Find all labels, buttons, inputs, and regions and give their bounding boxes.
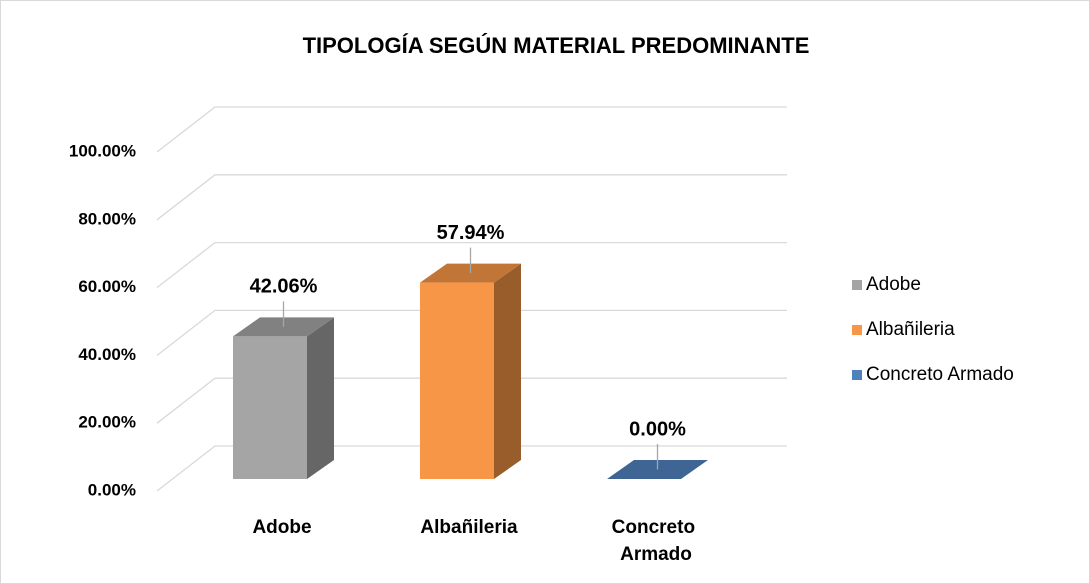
- grid-line: [156, 309, 787, 356]
- bar-front: [420, 282, 494, 479]
- x-tick-label: Albañileria: [420, 517, 518, 538]
- bar-side: [307, 317, 334, 479]
- y-tick-label: 80.00%: [78, 209, 136, 228]
- y-tick-label: 20.00%: [78, 413, 136, 432]
- legend-swatch: [852, 370, 862, 380]
- y-tick-label: 0.00%: [88, 480, 136, 499]
- x-tick-label: Concreto Armado: [612, 517, 701, 565]
- y-tick-label: 40.00%: [78, 345, 136, 364]
- grid-line: [156, 445, 787, 492]
- bar-front: [233, 336, 307, 479]
- value-label: 0.00%: [629, 418, 686, 440]
- legend-swatch: [852, 325, 862, 335]
- grid-line: [156, 241, 787, 289]
- y-tick-label: 100.00%: [69, 141, 136, 160]
- chart-title: TIPOLOGÍA SEGÚN MATERIAL PREDOMINANTE: [303, 33, 810, 58]
- value-label: 42.06%: [250, 276, 318, 298]
- bar-side: [494, 263, 521, 479]
- bar: [233, 317, 334, 479]
- legend-label: Concreto Armado: [866, 364, 1014, 385]
- value-label: 57.94%: [437, 222, 505, 244]
- grid-line: [156, 106, 787, 153]
- x-tick-label: Adobe: [252, 517, 311, 538]
- grid-line: [156, 377, 787, 424]
- legend-swatch: [852, 280, 862, 290]
- legend-label: Albañileria: [866, 319, 955, 340]
- grid-line: [156, 174, 787, 221]
- y-tick-label: 60.00%: [78, 277, 136, 296]
- bar: [420, 263, 521, 479]
- legend-label: Adobe: [866, 274, 921, 295]
